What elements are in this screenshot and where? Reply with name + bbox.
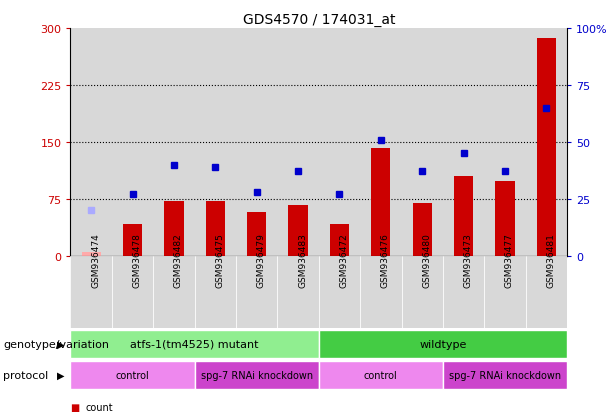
Text: GSM936473: GSM936473 [463, 232, 473, 287]
Bar [443, 29, 484, 256]
FancyBboxPatch shape [443, 256, 484, 328]
Bar [413, 203, 432, 256]
Bar [236, 29, 277, 256]
Bar [70, 29, 112, 256]
Bar [536, 39, 556, 256]
Text: GSM936482: GSM936482 [174, 233, 183, 287]
Text: control: control [364, 370, 398, 380]
FancyBboxPatch shape [319, 330, 567, 358]
FancyBboxPatch shape [319, 361, 443, 389]
Text: spg-7 RNAi knockdown: spg-7 RNAi knockdown [449, 370, 561, 380]
Bar [484, 29, 526, 256]
Bar [195, 29, 236, 256]
FancyBboxPatch shape [277, 256, 319, 328]
Bar [526, 29, 567, 256]
Bar [277, 29, 319, 256]
Bar [454, 176, 473, 256]
Bar [112, 29, 153, 256]
Bar [247, 212, 267, 256]
Text: protocol: protocol [3, 370, 48, 380]
FancyBboxPatch shape [153, 256, 195, 328]
FancyBboxPatch shape [443, 361, 567, 389]
Text: GSM936474: GSM936474 [91, 233, 100, 287]
Text: GSM936477: GSM936477 [505, 232, 514, 287]
FancyBboxPatch shape [195, 361, 319, 389]
Text: spg-7 RNAi knockdown: spg-7 RNAi knockdown [200, 370, 313, 380]
Text: genotype/variation: genotype/variation [3, 339, 109, 349]
Text: GSM936481: GSM936481 [546, 232, 555, 287]
Text: GSM936476: GSM936476 [381, 232, 390, 287]
Text: GSM936478: GSM936478 [132, 232, 142, 287]
FancyBboxPatch shape [70, 256, 112, 328]
Text: control: control [116, 370, 150, 380]
Text: ▶: ▶ [57, 339, 64, 349]
Bar [495, 182, 515, 256]
Bar [82, 252, 101, 256]
FancyBboxPatch shape [70, 361, 195, 389]
FancyBboxPatch shape [360, 256, 402, 328]
Text: atfs-1(tm4525) mutant: atfs-1(tm4525) mutant [131, 339, 259, 349]
Bar [123, 224, 142, 256]
FancyBboxPatch shape [484, 256, 526, 328]
FancyBboxPatch shape [112, 256, 153, 328]
Text: count: count [86, 402, 113, 412]
Title: GDS4570 / 174031_at: GDS4570 / 174031_at [243, 12, 395, 26]
Bar [330, 224, 349, 256]
Text: GSM936483: GSM936483 [298, 232, 307, 287]
Text: wildtype: wildtype [419, 339, 466, 349]
Bar [319, 29, 360, 256]
Text: GSM936475: GSM936475 [215, 232, 224, 287]
Text: ■: ■ [70, 402, 80, 412]
Bar [205, 202, 225, 256]
Text: GSM936480: GSM936480 [422, 232, 431, 287]
Text: GSM936479: GSM936479 [257, 232, 265, 287]
Bar [360, 29, 402, 256]
Text: GSM936472: GSM936472 [340, 233, 348, 287]
Bar [153, 29, 195, 256]
Bar [371, 149, 390, 256]
Bar [402, 29, 443, 256]
FancyBboxPatch shape [319, 256, 360, 328]
FancyBboxPatch shape [236, 256, 277, 328]
FancyBboxPatch shape [402, 256, 443, 328]
FancyBboxPatch shape [526, 256, 567, 328]
Bar [164, 202, 184, 256]
FancyBboxPatch shape [70, 330, 319, 358]
FancyBboxPatch shape [195, 256, 236, 328]
Bar [288, 205, 308, 256]
Text: ▶: ▶ [57, 370, 64, 380]
